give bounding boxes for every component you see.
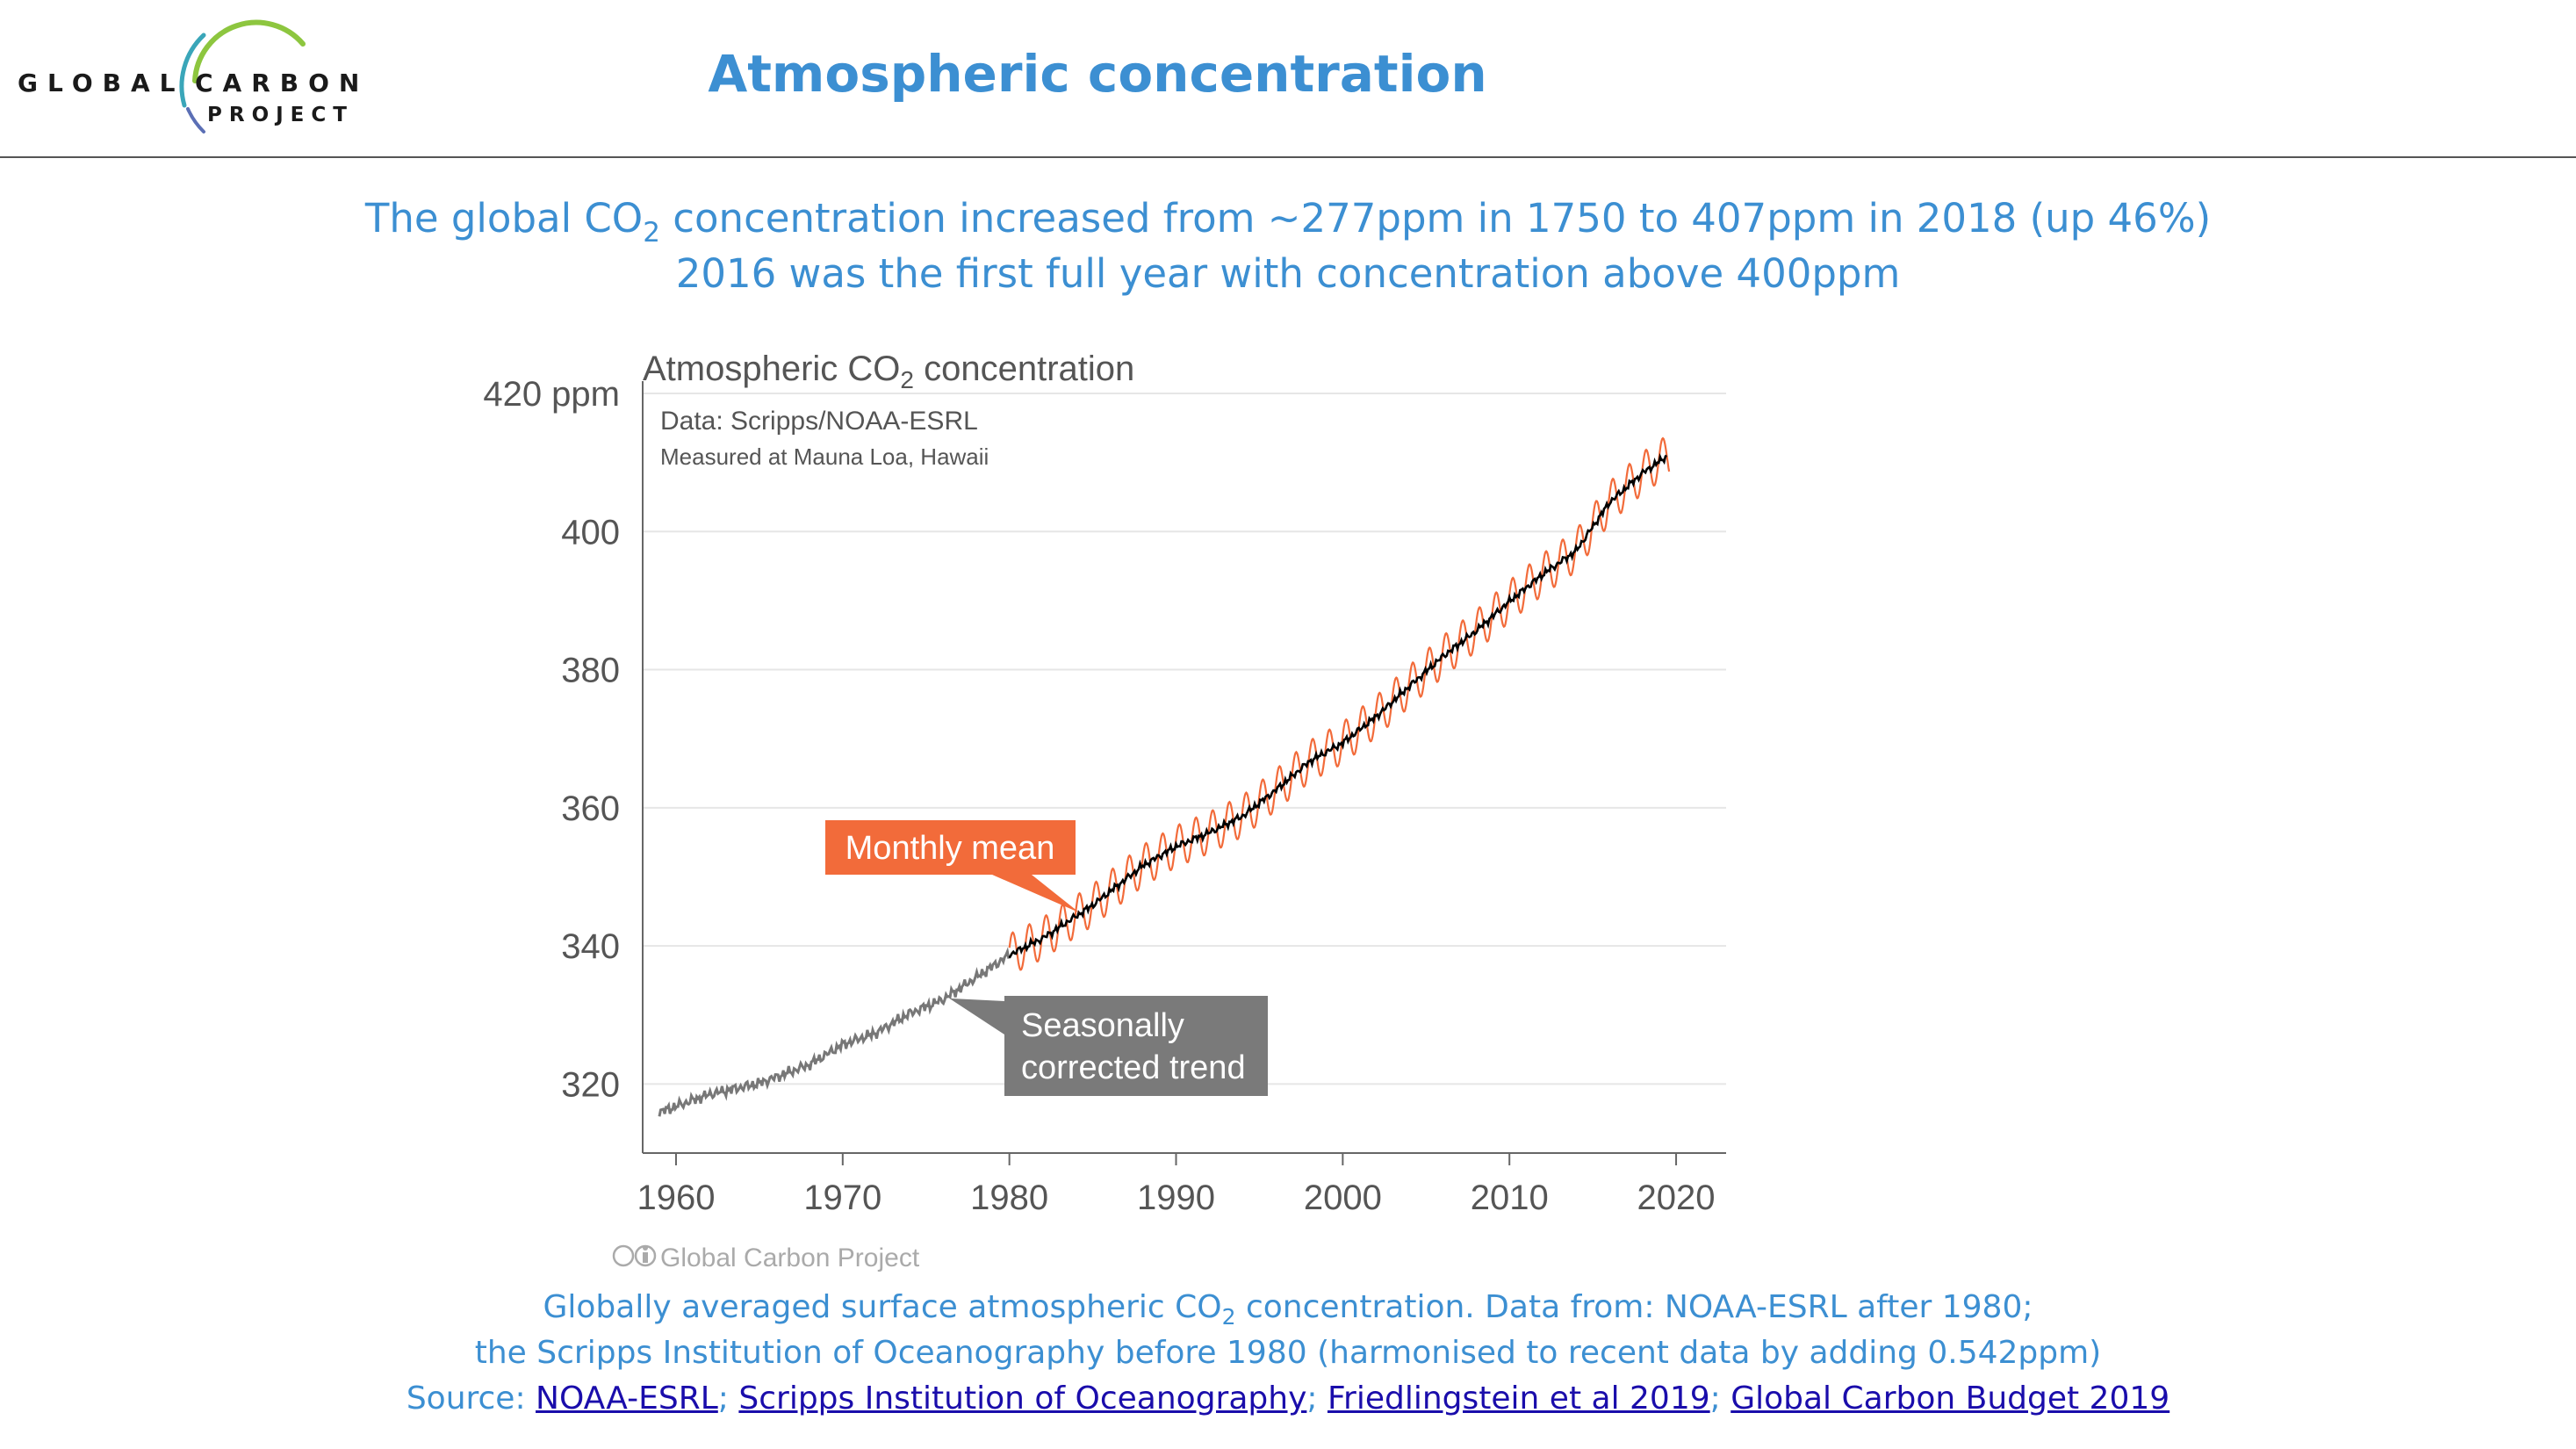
y-tick-label: 340 <box>561 927 620 966</box>
seasonal-trend-callout: Seasonally corrected trend <box>949 996 1268 1096</box>
caption-subscript: 2 <box>1221 1304 1236 1330</box>
y-tick-label: 360 <box>561 789 620 828</box>
chart-credit: Global Carbon Project <box>660 1244 920 1272</box>
chart-grid <box>643 393 1726 1085</box>
x-tick-label: 1970 <box>803 1179 881 1217</box>
logo-word-project: PROJECT <box>207 104 354 126</box>
cc-license-icon <box>612 1244 657 1267</box>
chart-location-note: Measured at Mauna Loa, Hawaii <box>660 443 989 470</box>
caption-text-a: Globally averaged surface atmospheric CO <box>543 1289 1222 1325</box>
subtitle-line-1: The global CO2 concentration increased f… <box>0 195 2576 249</box>
seasonal-trend-label-box <box>1004 996 1268 1096</box>
source-separator: ; <box>1306 1381 1328 1417</box>
y-tick-label: 420 ppm <box>483 375 620 414</box>
seasonal-trend-label-2: corrected trend <box>1021 1049 1246 1086</box>
subtitle-subscript: 2 <box>643 217 660 249</box>
logo-word-carbon: CARBON <box>195 68 370 97</box>
seasonal-trend-label-1: Seasonally <box>1021 1007 1184 1044</box>
logo-word-global: GLOBAL <box>18 68 185 97</box>
monthly-mean-label-box <box>825 820 1076 875</box>
monthly-mean-callout: Monthly mean <box>825 820 1080 913</box>
subtitle-text-a: The global CO <box>364 195 644 242</box>
global-carbon-project-logo: GLOBAL CARBON PROJECT <box>0 0 386 154</box>
caption-line-1: Globally averaged surface atmospheric CO… <box>0 1289 2576 1330</box>
y-tick-label: 380 <box>561 652 620 690</box>
source-link-scripps[interactable]: Scripps Institution of Oceanography <box>738 1381 1307 1417</box>
monthly-mean-line <box>1008 436 1671 971</box>
chart-title: Atmospheric CO2 concentration <box>643 350 1134 393</box>
caption-text-b: concentration. Data from: NOAA-ESRL afte… <box>1235 1289 2033 1325</box>
subtitle-text-b: concentration increased from ~277ppm in … <box>659 195 2212 242</box>
y-tick-label: 400 <box>561 513 620 551</box>
subtitle-line-2: 2016 was the first full year with concen… <box>675 250 1901 297</box>
x-tick-label: 1980 <box>970 1179 1048 1217</box>
x-axis-ticks: 1960 1970 1980 1990 2000 2010 2020 <box>637 1153 1716 1217</box>
source-label: Source: <box>406 1381 536 1417</box>
seasonal-trend-pointer <box>949 998 1004 1034</box>
monthly-mean-label: Monthly mean <box>845 830 1055 867</box>
y-axis-ticks: 320 340 360 380 400 420 ppm <box>483 375 620 1104</box>
caption-line-2: the Scripps Institution of Oceanography … <box>474 1335 2102 1371</box>
caption-source-line: Source: NOAA-ESRL; Scripps Institution o… <box>0 1381 2576 1417</box>
source-separator: ; <box>717 1381 739 1417</box>
x-tick-label: 2010 <box>1471 1179 1549 1217</box>
co2-chart: Atmospheric CO2 concentration Data: Scri… <box>483 350 1726 1272</box>
source-link-friedlingstein[interactable]: Friedlingstein et al 2019 <box>1327 1381 1710 1417</box>
source-separator: ; <box>1709 1381 1731 1417</box>
logo-arc-icon <box>179 19 306 133</box>
x-tick-label: 1990 <box>1137 1179 1215 1217</box>
chart-data-note: Data: Scripps/NOAA-ESRL <box>660 407 978 436</box>
source-link-global-carbon-budget[interactable]: Global Carbon Budget 2019 <box>1731 1381 2170 1417</box>
x-tick-label: 1960 <box>637 1179 715 1217</box>
header-divider <box>0 156 2576 158</box>
monthly-mean-pointer <box>992 875 1080 913</box>
trend-line-pre-1980 <box>658 947 1011 1117</box>
trend-line-post-1980 <box>1008 453 1668 959</box>
source-link-noaa-esrl[interactable]: NOAA-ESRL <box>536 1381 718 1417</box>
page-title: Atmospheric concentration <box>708 44 1487 104</box>
y-tick-label: 320 <box>561 1065 620 1104</box>
x-tick-label: 2020 <box>1637 1179 1716 1217</box>
x-tick-label: 2000 <box>1304 1179 1382 1217</box>
